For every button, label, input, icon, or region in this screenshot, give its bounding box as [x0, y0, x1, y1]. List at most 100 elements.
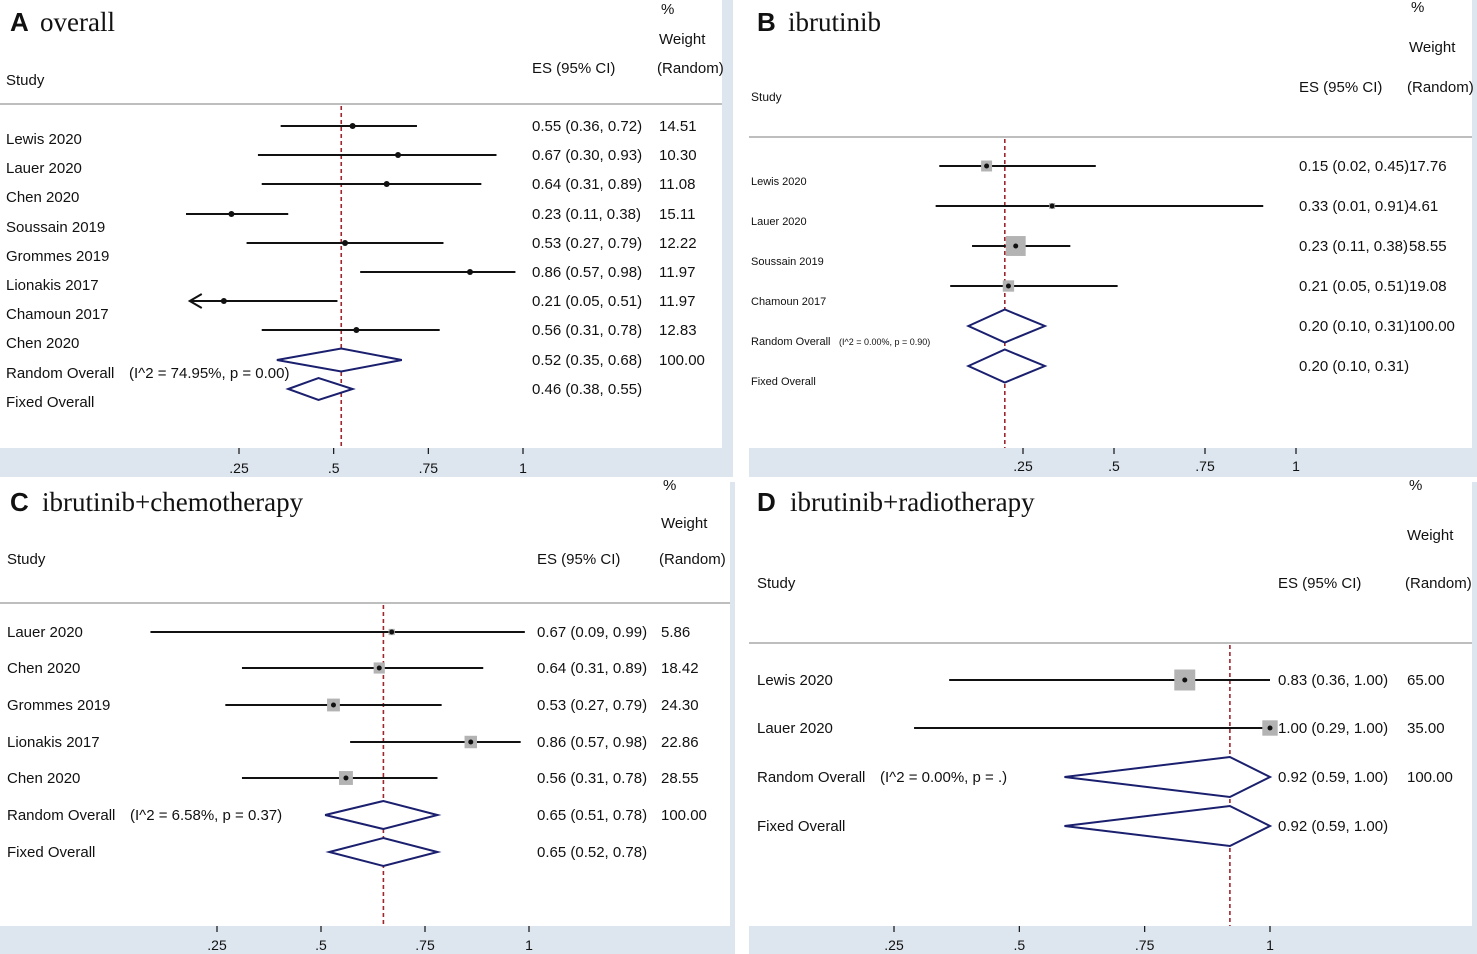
- study-es-ci: 0.86 (0.57, 0.98): [532, 264, 642, 281]
- overall-weight: 100.00: [1409, 318, 1455, 335]
- point-estimate: [376, 665, 382, 671]
- x-tick-label: 1: [519, 460, 527, 476]
- panel-background: [0, 0, 733, 477]
- x-tick-label: .75: [415, 937, 435, 953]
- study-row: Lewis 2020 0.83 (0.36, 1.00) 65.00: [757, 669, 1445, 691]
- pooled-estimate-diamond: [324, 799, 442, 831]
- study-es-ci: 0.86 (0.57, 0.98): [537, 734, 647, 751]
- study-name: Chen 2020: [6, 189, 79, 206]
- fixed-overall-row: Fixed Overall 0.46 (0.38, 0.55): [6, 376, 642, 411]
- point-estimate: [343, 775, 349, 781]
- study-weight: 58.55: [1409, 238, 1447, 255]
- study-es-ci: 0.53 (0.27, 0.79): [532, 235, 642, 252]
- study-name: Grommes 2019: [7, 697, 110, 714]
- pooled-estimate-diamond: [285, 376, 356, 402]
- pooled-estimate-diamond: [276, 347, 403, 373]
- header-es-ci: ES (95% CI): [1299, 79, 1382, 96]
- study-name: Grommes 2019: [6, 248, 109, 265]
- panel-edge-band: [730, 482, 735, 954]
- study-row: Lionakis 2017 0.86 (0.57, 0.98) 11.97: [6, 264, 695, 294]
- pooled-estimate-diamond: [1064, 804, 1273, 848]
- study-weight: 12.83: [659, 322, 697, 339]
- study-weight: 17.76: [1409, 158, 1447, 175]
- overall-weight: 100.00: [661, 807, 707, 824]
- study-es-ci: 0.53 (0.27, 0.79): [537, 697, 647, 714]
- study-name: Lionakis 2017: [6, 277, 99, 294]
- study-name: Lauer 2020: [751, 216, 807, 228]
- study-weight: 22.86: [661, 734, 699, 751]
- study-row: Grommes 2019 0.53 (0.27, 0.79) 24.30: [7, 697, 699, 714]
- panel-letter: C: [10, 487, 29, 517]
- panel-title: ibrutinib+chemotherapy: [42, 487, 304, 517]
- point-estimate: [353, 327, 360, 333]
- study-es-ci: 0.67 (0.30, 0.93): [532, 147, 642, 164]
- study-name: Chamoun 2017: [751, 296, 826, 308]
- header-random: (Random): [1407, 79, 1474, 96]
- header-study: Study: [751, 90, 782, 104]
- overall-weight: 100.00: [659, 352, 705, 369]
- point-estimate: [984, 163, 990, 169]
- point-estimate: [342, 240, 349, 246]
- overall-label: Random Overall: [6, 365, 114, 382]
- fixed-overall-row: Fixed Overall 0.20 (0.10, 0.31): [751, 348, 1409, 388]
- point-estimate: [468, 739, 474, 745]
- panel-edge-band: [1472, 0, 1477, 477]
- study-row: Chen 2020 0.64 (0.31, 0.89) 18.42: [7, 660, 699, 677]
- study-row: Soussain 2019 0.23 (0.11, 0.38) 15.11: [6, 206, 695, 236]
- x-tick-label: .5: [1013, 937, 1025, 953]
- study-row: Lauer 2020 0.33 (0.01, 0.91) 4.61: [751, 198, 1438, 228]
- header-percent: %: [1411, 0, 1424, 16]
- header-study: Study: [7, 551, 46, 568]
- study-es-ci: 0.67 (0.09, 0.99): [537, 624, 647, 641]
- study-weight: 14.51: [659, 118, 697, 135]
- header-es-ci: ES (95% CI): [1278, 575, 1361, 592]
- header-percent: %: [663, 477, 676, 494]
- x-axis-band: [0, 926, 735, 954]
- point-estimate: [466, 269, 473, 275]
- overall-es-ci: 0.46 (0.38, 0.55): [532, 381, 642, 398]
- panel-title: ibrutinib+radiotherapy: [790, 487, 1035, 517]
- header-percent: %: [661, 1, 674, 18]
- study-weight: 5.86: [661, 624, 690, 641]
- x-tick-label: 1: [1292, 458, 1300, 474]
- pooled-estimate-diamond: [965, 348, 1048, 384]
- study-es-ci: 1.00 (0.29, 1.00): [1278, 720, 1388, 737]
- study-weight: 11.97: [659, 264, 695, 281]
- study-row: Chen 2020 0.56 (0.31, 0.78) 12.83: [6, 322, 697, 352]
- study-weight: 35.00: [1407, 720, 1445, 737]
- study-name: Chen 2020: [7, 770, 80, 787]
- x-tick-label: .75: [419, 460, 439, 476]
- x-tick-label: .25: [207, 937, 227, 953]
- overall-es-ci: 0.92 (0.59, 1.00): [1278, 769, 1388, 786]
- study-es-ci: 0.33 (0.01, 0.91): [1299, 198, 1409, 215]
- point-estimate: [1182, 677, 1188, 683]
- study-row: Soussain 2019 0.23 (0.11, 0.38) 58.55: [751, 236, 1447, 268]
- study-name: Lauer 2020: [757, 720, 833, 737]
- point-estimate: [1013, 243, 1019, 249]
- study-es-ci: 0.56 (0.31, 0.78): [532, 322, 642, 339]
- x-tick-label: 1: [525, 937, 533, 953]
- study-name: Lauer 2020: [7, 624, 83, 641]
- study-es-ci: 0.64 (0.31, 0.89): [532, 176, 642, 193]
- study-row: Chamoun 2017 0.21 (0.05, 0.51) 19.08: [751, 278, 1447, 308]
- header-weight: Weight: [1409, 39, 1456, 56]
- study-row: Lionakis 2017 0.86 (0.57, 0.98) 22.86: [7, 734, 699, 751]
- point-estimate: [330, 702, 336, 708]
- panel-title: ibrutinib: [788, 7, 881, 37]
- study-weight: 24.30: [661, 697, 699, 714]
- study-weight: 4.61: [1409, 198, 1438, 215]
- study-row: Chen 2020 0.56 (0.31, 0.78) 28.55: [7, 770, 699, 787]
- study-weight: 18.42: [661, 660, 699, 677]
- overall-es-ci: 0.52 (0.35, 0.68): [532, 352, 642, 369]
- study-name: Lewis 2020: [751, 176, 807, 188]
- study-weight: 11.08: [659, 176, 695, 193]
- overall-label: Fixed Overall: [7, 844, 95, 861]
- panel-edge-band: [1472, 482, 1477, 954]
- point-estimate: [389, 629, 395, 635]
- panel-letter: A: [10, 7, 29, 37]
- study-row: Lewis 2020 0.15 (0.02, 0.45) 17.76: [751, 158, 1447, 188]
- study-row: Lauer 2020 0.67 (0.30, 0.93) 10.30: [6, 147, 697, 177]
